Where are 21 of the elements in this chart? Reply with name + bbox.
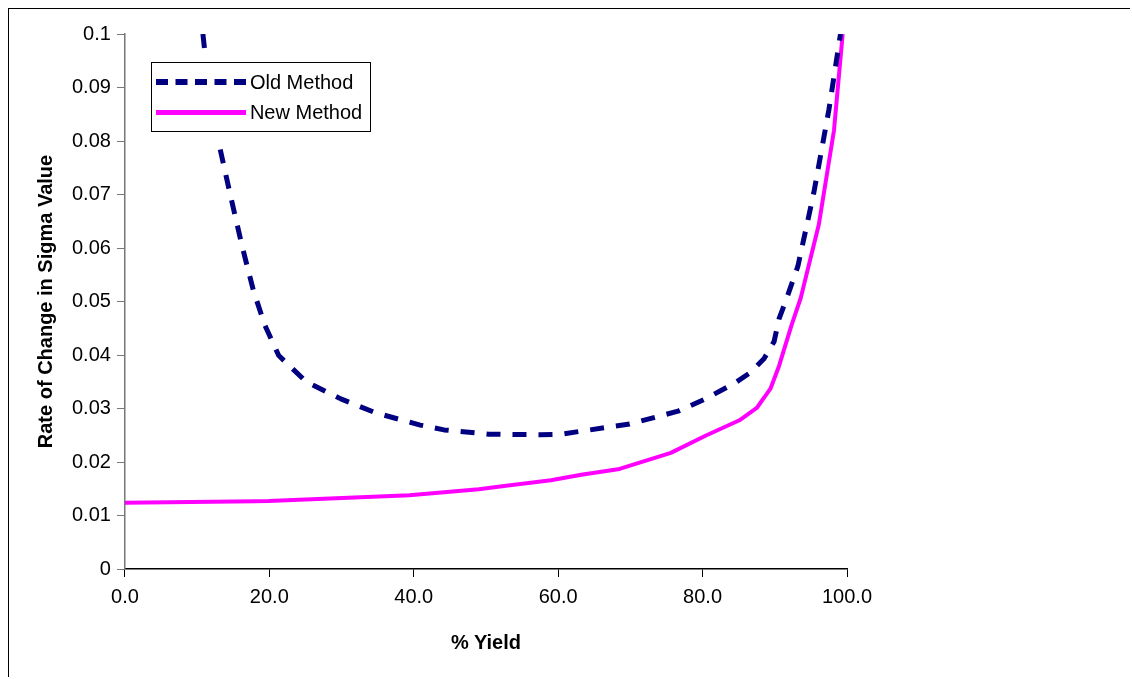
x-axis-title: % Yield — [450, 630, 521, 653]
x-tick-label: 20.0 — [249, 584, 289, 607]
y-tick-label: 0.02 — [71, 449, 111, 472]
y-tick-label: 0 — [99, 556, 111, 579]
y-tick-label: 0.03 — [71, 396, 111, 419]
y-tick-label: 0.04 — [71, 342, 111, 365]
y-tick-label: 0.09 — [71, 75, 111, 98]
legend-label: Old Method — [249, 70, 354, 94]
x-tick-label: 40.0 — [394, 584, 434, 607]
y-tick-label: 0.05 — [71, 289, 111, 312]
x-tick-label: 80.0 — [683, 584, 723, 607]
y-axis-title: Rate of Change in Sigma Value — [33, 154, 56, 449]
y-tick-label: 0.07 — [71, 182, 111, 205]
x-tick-label: 0.0 — [111, 584, 139, 607]
legend-label: New Method — [249, 100, 363, 124]
y-tick-label: 0.06 — [71, 235, 111, 258]
x-tick-label: 100.0 — [821, 584, 873, 607]
y-tick-label: 0.1 — [83, 21, 111, 44]
x-tick-label: 60.0 — [538, 584, 578, 607]
y-tick-label: 0.01 — [71, 503, 111, 526]
y-tick-label: 0.08 — [71, 128, 111, 151]
